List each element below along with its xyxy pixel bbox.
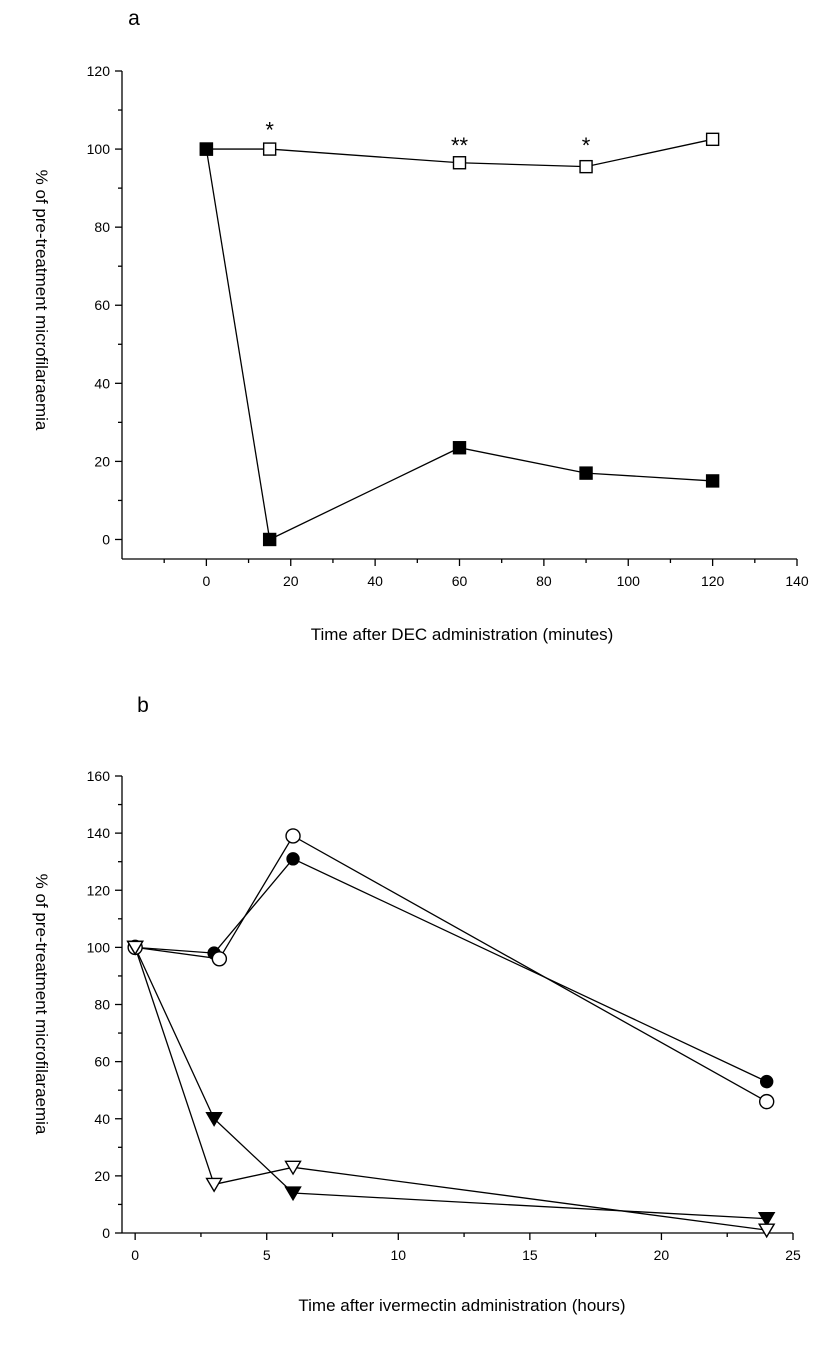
series-line-3 bbox=[135, 947, 767, 1230]
x-tick-label: 15 bbox=[522, 1247, 538, 1263]
x-tick-label: 140 bbox=[785, 573, 809, 589]
data-point-series-1 bbox=[212, 952, 226, 966]
y-tick-label: 60 bbox=[94, 297, 110, 313]
chart-panel-a: a 0 20 40 60 80 100 120 0 20 40 60 80 100 120 140 Time a… bbox=[32, 7, 809, 644]
data-point-series-1 bbox=[707, 475, 719, 487]
y-tick-label: 40 bbox=[94, 1111, 110, 1127]
data-point-series-1 bbox=[200, 143, 212, 155]
x-tick-label: 0 bbox=[131, 1247, 139, 1263]
data-point-series-0 bbox=[454, 157, 466, 169]
x-tick-label: 5 bbox=[263, 1247, 271, 1263]
data-point-series-0 bbox=[580, 161, 592, 173]
y-tick-label: 20 bbox=[94, 453, 110, 469]
y-tick-label: 0 bbox=[102, 531, 110, 547]
y-axis-title: % of pre-treatment microfilaraemia bbox=[32, 874, 51, 1135]
panel-label: b bbox=[137, 694, 149, 717]
y-tick-label: 140 bbox=[87, 825, 111, 841]
data-point-series-3 bbox=[207, 1178, 222, 1191]
data-point-series-1 bbox=[286, 829, 300, 843]
x-tick-label: 20 bbox=[283, 573, 299, 589]
x-tick-label: 60 bbox=[452, 573, 468, 589]
panel-label: a bbox=[128, 7, 140, 30]
y-tick-label: 20 bbox=[94, 1168, 110, 1184]
x-tick-label: 100 bbox=[617, 573, 641, 589]
x-tick-label: 10 bbox=[391, 1247, 407, 1263]
data-point-series-1 bbox=[454, 442, 466, 454]
data-point-series-0 bbox=[707, 133, 719, 145]
x-axis-title: Time after DEC administration (minutes) bbox=[311, 625, 614, 644]
x-tick-label: 80 bbox=[536, 573, 552, 589]
y-tick-label: 80 bbox=[94, 997, 110, 1013]
x-axis-title: Time after ivermectin administration (ho… bbox=[298, 1296, 625, 1315]
y-tick-label: 120 bbox=[87, 63, 111, 79]
y-tick-label: 0 bbox=[102, 1225, 110, 1241]
series-line-2 bbox=[135, 947, 767, 1218]
significance-marker: * bbox=[582, 133, 591, 158]
data-point-series-1 bbox=[264, 533, 276, 545]
significance-marker: * bbox=[265, 118, 274, 143]
y-tick-label: 60 bbox=[94, 1054, 110, 1070]
data-point-series-1 bbox=[760, 1095, 774, 1109]
y-tick-label: 40 bbox=[94, 375, 110, 391]
x-tick-label: 20 bbox=[654, 1247, 670, 1263]
x-tick-label: 25 bbox=[785, 1247, 801, 1263]
series-line-1 bbox=[206, 149, 712, 539]
y-tick-label: 160 bbox=[87, 768, 111, 784]
data-point-series-0 bbox=[287, 853, 299, 865]
significance-marker: ** bbox=[451, 133, 469, 158]
x-tick-label: 40 bbox=[367, 573, 383, 589]
x-tick-label: 120 bbox=[701, 573, 725, 589]
chart-panel-b: b 0 20 40 60 80 100 120 140 160 0 5 10 15 20 25 Time aft… bbox=[32, 694, 801, 1315]
y-tick-label: 100 bbox=[87, 141, 111, 157]
data-point-series-3 bbox=[759, 1224, 774, 1237]
data-point-series-1 bbox=[580, 467, 592, 479]
series-line-1 bbox=[135, 836, 767, 1102]
y-tick-label: 100 bbox=[87, 939, 111, 955]
y-axis-title: % of pre-treatment microfilaraemia bbox=[32, 170, 51, 431]
y-tick-label: 80 bbox=[94, 219, 110, 235]
data-point-series-0 bbox=[264, 143, 276, 155]
y-tick-label: 120 bbox=[87, 882, 111, 898]
x-tick-label: 0 bbox=[202, 573, 210, 589]
data-point-series-0 bbox=[761, 1076, 773, 1088]
